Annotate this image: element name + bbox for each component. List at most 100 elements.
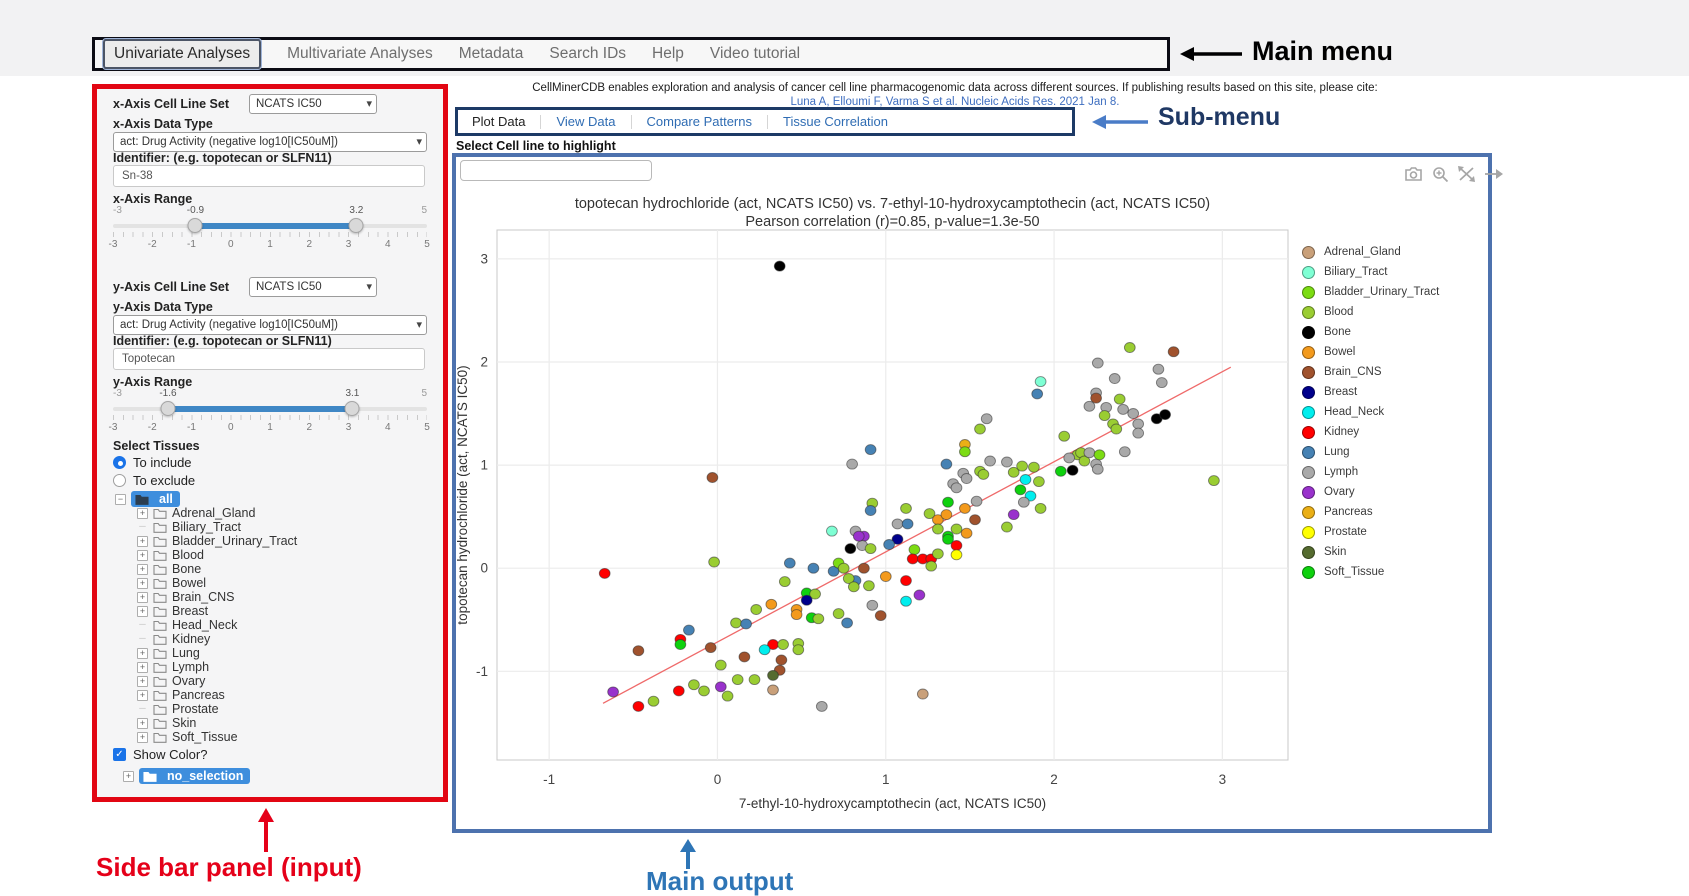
- scatter-point-blood[interactable]: [1110, 423, 1123, 435]
- scatter-point-blood[interactable]: [812, 613, 825, 625]
- menu-item-search-ids[interactable]: Search IDs: [549, 45, 627, 62]
- sub-menu-item-compare-patterns[interactable]: Compare Patterns: [646, 114, 753, 129]
- scatter-point-lymph[interactable]: [1108, 373, 1121, 384]
- tree-item-blood[interactable]: + Blood: [137, 548, 297, 562]
- scatter-point-ovary[interactable]: [607, 686, 619, 698]
- scatter-point-lymph[interactable]: [1152, 363, 1165, 375]
- scatter-point-bowel[interactable]: [960, 527, 973, 539]
- tree-item-lymph[interactable]: + Lymph: [137, 660, 297, 674]
- expand-icon[interactable]: +: [123, 770, 134, 782]
- show-color-checkbox-row[interactable]: ✓ Show Color?: [113, 747, 207, 762]
- scatter-point-bone[interactable]: [1159, 409, 1171, 421]
- tree-item-prostate[interactable]: ─ Prostate: [137, 702, 297, 716]
- scatter-point-blood[interactable]: [708, 556, 720, 568]
- legend-item-brain-cns[interactable]: Brain_CNS: [1302, 362, 1439, 382]
- scatter-point-brain-cns[interactable]: [1090, 392, 1102, 404]
- scatter-point-lung[interactable]: [841, 617, 853, 629]
- scatter-point-lung[interactable]: [740, 618, 752, 630]
- scatter-point-skin[interactable]: [767, 669, 779, 681]
- x-axis-range-slider-bar[interactable]: [195, 223, 357, 229]
- expand-icon[interactable]: +: [137, 731, 148, 743]
- expand-icon[interactable]: +: [137, 507, 148, 519]
- tree-item-bone[interactable]: + Bone: [137, 562, 297, 576]
- scatter-point-bowel[interactable]: [765, 598, 778, 610]
- scatter-point-blood[interactable]: [932, 548, 944, 560]
- scatter-point-bladder-urinary-tract[interactable]: [959, 446, 971, 458]
- scatter-point-blood[interactable]: [750, 604, 763, 615]
- scatter-point-brain-cns[interactable]: [704, 642, 717, 654]
- tree-item-no-selection[interactable]: + no_selection: [123, 768, 251, 784]
- tree-node-all[interactable]: all: [131, 491, 180, 507]
- scatter-point-blood[interactable]: [1078, 455, 1091, 467]
- scatter-point-bowel[interactable]: [879, 571, 892, 582]
- scatter-point-blood[interactable]: [777, 639, 789, 650]
- menu-item-multivariate-analyses[interactable]: Multivariate Analyses: [287, 45, 433, 62]
- scatter-point-lymph[interactable]: [1118, 446, 1131, 458]
- zoom-in-icon[interactable]: [1432, 166, 1449, 182]
- scatter-point-blood[interactable]: [809, 588, 821, 600]
- menu-item-metadata[interactable]: Metadata: [458, 45, 524, 62]
- radio-include-control[interactable]: [113, 456, 126, 469]
- expand-icon[interactable]: +: [137, 535, 148, 547]
- legend-item-lung[interactable]: Lung: [1302, 442, 1439, 462]
- radio-to-include[interactable]: To include: [113, 455, 192, 470]
- scatter-point-brain-cns[interactable]: [706, 472, 719, 483]
- scatter-point-lymph[interactable]: [891, 518, 904, 530]
- tree-item-bowel[interactable]: + Bowel: [137, 576, 297, 590]
- scatter-point-brain-cns[interactable]: [632, 645, 645, 657]
- scatter-point-blood[interactable]: [832, 608, 845, 620]
- scatter-point-lymph[interactable]: [1132, 427, 1145, 439]
- scatter-point-blood[interactable]: [731, 674, 744, 686]
- scatter-point-blood[interactable]: [923, 508, 936, 520]
- sub-menu-item-tissue-correlation[interactable]: Tissue Correlation: [783, 114, 889, 129]
- expand-icon[interactable]: +: [137, 577, 148, 589]
- radio-to-exclude[interactable]: To exclude: [113, 473, 195, 488]
- scatter-point-lymph[interactable]: [950, 482, 963, 494]
- scatter-point-blood[interactable]: [1123, 342, 1136, 353]
- tree-item-biliary-tract[interactable]: ─ Biliary_Tract: [137, 520, 297, 534]
- pan-icon[interactable]: [1458, 166, 1475, 182]
- expand-icon[interactable]: +: [137, 689, 148, 701]
- scatter-point-lung[interactable]: [901, 518, 914, 530]
- scatter-point-lung[interactable]: [807, 562, 820, 574]
- scatter-point-head-neck[interactable]: [1019, 474, 1032, 485]
- scatter-point-soft-tissue[interactable]: [942, 533, 954, 545]
- scatter-point-lymph[interactable]: [1091, 357, 1104, 369]
- scatter-point-adrenal-gland[interactable]: [916, 688, 929, 700]
- tree-item-pancreas[interactable]: + Pancreas: [137, 688, 297, 702]
- expand-icon[interactable]: +: [137, 675, 148, 687]
- y-axis-identifier-input[interactable]: [113, 348, 425, 370]
- scatter-point-lymph[interactable]: [846, 458, 858, 470]
- scatter-point-lymph[interactable]: [1117, 403, 1129, 415]
- legend-item-pancreas[interactable]: Pancreas: [1302, 502, 1439, 522]
- menu-item-video-tutorial[interactable]: Video tutorial: [709, 45, 801, 62]
- expand-icon[interactable]: +: [137, 717, 148, 729]
- scatter-point-lung[interactable]: [1031, 388, 1044, 400]
- scatter-point-blood[interactable]: [688, 679, 700, 691]
- scatter-point-blood[interactable]: [1007, 466, 1020, 478]
- scatter-point-blood[interactable]: [721, 690, 734, 702]
- scatter-point-blood[interactable]: [842, 573, 855, 584]
- scatter-point-breast[interactable]: [800, 594, 813, 606]
- scatter-point-blood[interactable]: [900, 502, 912, 514]
- scatter-point-blood[interactable]: [1016, 460, 1028, 472]
- scatter-point-blood[interactable]: [1028, 461, 1040, 473]
- scatter-point-lymph[interactable]: [1132, 418, 1145, 430]
- scatter-point-kidney[interactable]: [906, 553, 919, 565]
- highlight-cell-line-input[interactable]: [460, 160, 652, 181]
- scatter-point-bone[interactable]: [1066, 464, 1079, 476]
- scatter-point-lymph[interactable]: [980, 413, 993, 425]
- scatter-point-brain-cns[interactable]: [775, 654, 788, 666]
- scatter-point-blood[interactable]: [698, 685, 710, 697]
- scatter-point-lung[interactable]: [783, 557, 796, 569]
- scatter-point-blood[interactable]: [950, 523, 963, 535]
- scatter-point-soft-tissue[interactable]: [674, 639, 687, 650]
- scatter-point-head-neck[interactable]: [900, 595, 912, 607]
- scatter-point-blood[interactable]: [932, 523, 944, 535]
- citation-link[interactable]: Luna A, Elloumi F, Varma S et al. Nuclei…: [790, 96, 1120, 108]
- scatter-point-blood[interactable]: [1208, 475, 1220, 487]
- scatter-point-blood[interactable]: [792, 644, 805, 656]
- tree-item-head-neck[interactable]: ─ Head_Neck: [137, 618, 297, 632]
- scatter-point-lymph[interactable]: [815, 700, 828, 712]
- legend-item-bowel[interactable]: Bowel: [1302, 342, 1439, 362]
